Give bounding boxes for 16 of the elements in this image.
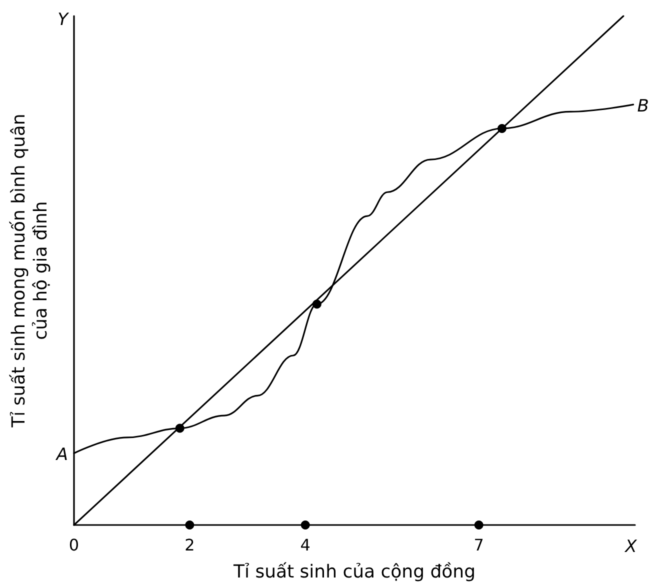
text: X — [624, 537, 638, 557]
point — [497, 124, 506, 133]
x-tick-label: 0 — [68, 536, 80, 554]
annotation: A — [55, 445, 68, 466]
x-tick-label: 2 — [184, 536, 195, 554]
point — [175, 424, 184, 433]
y-axis-title: Tỉ suất sinh mong muốn bình quân của hộ gia đình — [8, 114, 52, 428]
point — [185, 520, 194, 530]
x-axis-title: Tỉ suất sinh của cộng đồng — [232, 562, 476, 582]
x-tick-label: 7 — [474, 536, 484, 554]
point — [300, 520, 310, 530]
point — [312, 300, 322, 309]
x-tick-label: 4 — [300, 536, 310, 554]
point — [474, 520, 484, 530]
annotation: B — [637, 96, 649, 117]
text: Y — [58, 10, 70, 30]
